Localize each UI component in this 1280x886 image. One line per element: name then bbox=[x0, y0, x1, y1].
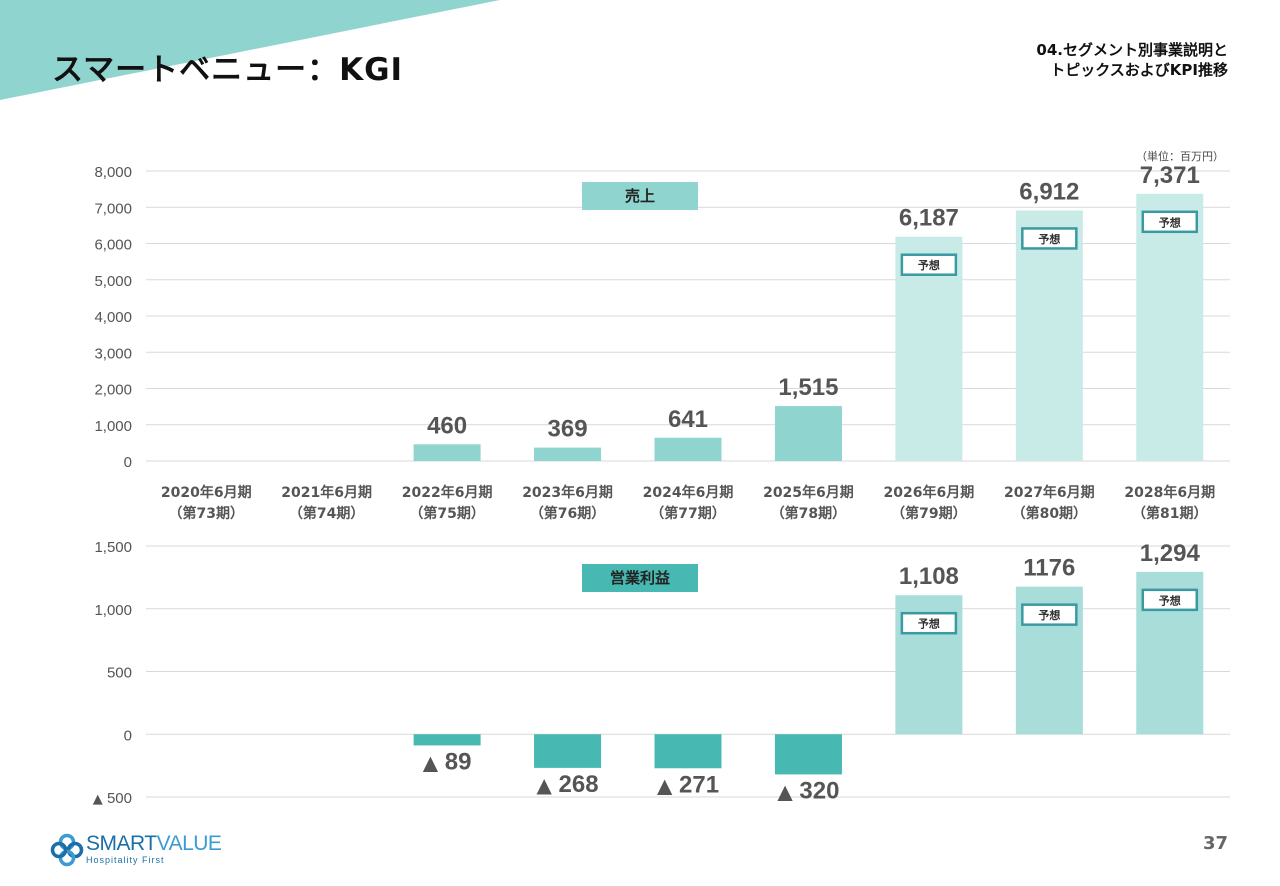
op-data-label: ▲ 320 bbox=[777, 777, 839, 804]
op-data-label: ▲ 89 bbox=[423, 748, 472, 775]
section-title-line-1: 04.セグメント別事業説明と bbox=[1036, 41, 1228, 59]
category-label-year: 2023年6月期 bbox=[522, 484, 613, 501]
category-label-year: 2024年6月期 bbox=[643, 484, 734, 501]
op-ytick-label: 1,000 bbox=[94, 602, 132, 619]
page-title: スマートベニュー：KGI bbox=[52, 52, 404, 88]
sales-ytick-label: 7,000 bbox=[94, 200, 132, 217]
sales-bar bbox=[1136, 193, 1204, 461]
category-label-year: 2020年6月期 bbox=[161, 484, 252, 501]
category-label-year: 2026年6月期 bbox=[884, 484, 975, 501]
sales-bar bbox=[774, 406, 842, 461]
page-number: 37 bbox=[1202, 833, 1228, 854]
category-label-period: （第73期） bbox=[168, 505, 243, 522]
sales-ytick-label: 5,000 bbox=[94, 273, 132, 290]
category-label-year: 2028年6月期 bbox=[1124, 484, 1215, 501]
op-bar bbox=[654, 734, 722, 769]
clover-logo-icon bbox=[50, 833, 84, 867]
sales-data-label: 460 bbox=[427, 412, 467, 439]
category-label-year: 2022年6月期 bbox=[402, 484, 493, 501]
sales-ytick-label: 4,000 bbox=[94, 309, 132, 326]
op-bar bbox=[413, 734, 481, 746]
sales-series-label: 売上 bbox=[625, 187, 655, 205]
op-forecast-badge-text: 予想 bbox=[1038, 608, 1060, 622]
op-forecast-badge bbox=[1141, 588, 1199, 612]
op-data-label: 1,108 bbox=[899, 563, 959, 590]
op-ytick-label: 1,500 bbox=[94, 539, 132, 556]
op-ytick-label: 500 bbox=[107, 665, 132, 682]
category-label-year: 2027年6月期 bbox=[1004, 484, 1095, 501]
sales-ytick-label: 0 bbox=[124, 454, 132, 471]
sales-data-label: 641 bbox=[668, 406, 708, 433]
sales-forecast-badge-text: 予想 bbox=[1038, 232, 1060, 246]
op-data-label: 1,294 bbox=[1140, 540, 1201, 567]
sales-series-banner bbox=[582, 182, 698, 210]
op-forecast-badge-text: 予想 bbox=[1159, 593, 1181, 607]
op-ytick-label: 0 bbox=[124, 727, 132, 744]
category-label-period: （第75期） bbox=[409, 505, 484, 522]
op-ytick-label: ▲ 500 bbox=[93, 790, 132, 807]
sales-ytick-label: 1,000 bbox=[94, 418, 132, 435]
sales-data-label: 6,912 bbox=[1019, 178, 1079, 205]
op-forecast-badge bbox=[1021, 603, 1078, 626]
sales-forecast-badge-text: 予想 bbox=[918, 258, 940, 272]
op-data-label: ▲ 268 bbox=[537, 771, 599, 798]
sales-bar bbox=[654, 437, 722, 461]
corner-banner bbox=[0, 0, 500, 100]
sales-forecast-badge bbox=[1141, 210, 1199, 234]
category-label-year: 2025年6月期 bbox=[763, 484, 854, 501]
category-label-period: （第77期） bbox=[650, 505, 725, 522]
sales-ytick-label: 6,000 bbox=[94, 237, 132, 254]
section-title-line-2: トピックスおよびKPI推移 bbox=[1050, 61, 1228, 79]
category-label-period: （第78期） bbox=[771, 505, 846, 522]
op-data-label: 1176 bbox=[1023, 555, 1075, 582]
category-label-period: （第76期） bbox=[530, 505, 605, 522]
sales-ytick-label: 3,000 bbox=[94, 345, 132, 362]
sales-data-label: 7,371 bbox=[1140, 162, 1200, 189]
op-forecast-badge bbox=[900, 611, 958, 635]
brand-name-light: VALUE bbox=[156, 832, 222, 855]
corner-banner-shape bbox=[0, 0, 500, 100]
brand-tagline: Hospitality First bbox=[86, 855, 165, 865]
op-data-label: ▲ 271 bbox=[657, 771, 719, 798]
category-label-period: （第74期） bbox=[289, 505, 364, 522]
op-series-label: 営業利益 bbox=[610, 569, 670, 587]
sales-ytick-label: 8,000 bbox=[94, 164, 132, 181]
sales-data-label: 6,187 bbox=[899, 205, 959, 232]
sales-bar bbox=[413, 444, 481, 461]
op-bar bbox=[774, 734, 842, 775]
brand-name-bold: SMART bbox=[86, 832, 157, 855]
unit-label: （単位：百万円） bbox=[1136, 150, 1224, 163]
op-forecast-badge-text: 予想 bbox=[918, 617, 940, 631]
sales-forecast-badge bbox=[900, 253, 958, 276]
sales-bar bbox=[1015, 210, 1083, 461]
sales-data-label: 369 bbox=[548, 416, 588, 443]
sales-ytick-label: 2,000 bbox=[94, 382, 132, 399]
category-label-year: 2021年6月期 bbox=[281, 484, 372, 501]
sales-forecast-badge bbox=[1021, 227, 1078, 250]
brand-name: SMARTVALUE bbox=[86, 832, 222, 856]
op-bar bbox=[534, 734, 602, 768]
category-label-period: （第79期） bbox=[891, 505, 966, 522]
category-label-period: （第80期） bbox=[1012, 505, 1087, 522]
category-label-period: （第81期） bbox=[1132, 505, 1207, 522]
sales-data-label: 1,515 bbox=[778, 374, 838, 401]
op-series-banner bbox=[582, 564, 698, 592]
sales-bar bbox=[534, 447, 602, 461]
sales-forecast-badge-text: 予想 bbox=[1159, 215, 1181, 229]
